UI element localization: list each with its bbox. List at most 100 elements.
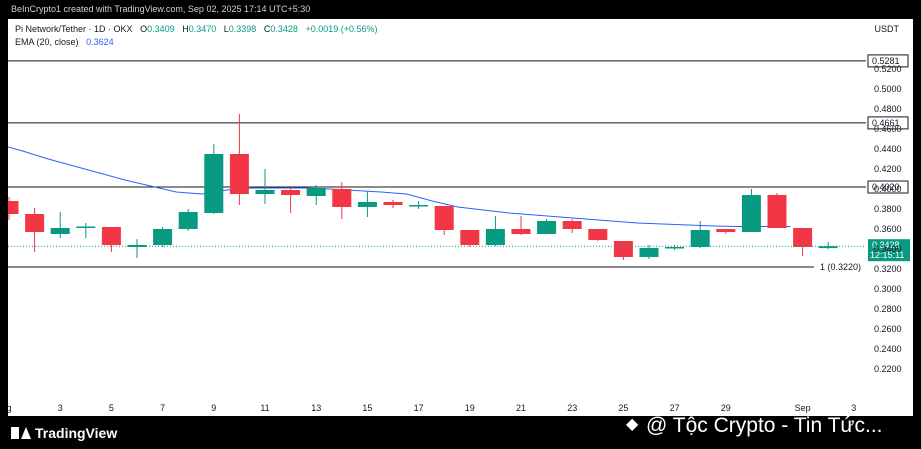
last-price-countdown: 12:15:11	[870, 250, 904, 260]
tradingview-logo-icon	[11, 427, 31, 439]
legend-low-value: 0.3398	[228, 24, 257, 34]
horizontal-line-tag	[867, 54, 909, 68]
legend-ema-value: 0.3624	[86, 37, 114, 47]
candle-body	[281, 190, 301, 195]
legend-ema-label: EMA (20, close)	[15, 37, 79, 47]
legend-symbol: Pi Network/Tether · 1D · OKX	[15, 24, 133, 34]
y-tick-label: 0.2400	[874, 344, 902, 354]
chart-legend: Pi Network/Tether · 1D · OKX O0.3409 H0.…	[15, 23, 378, 49]
candle-body	[818, 246, 838, 249]
horizontal-line-label: 1 (0.3220)	[820, 262, 861, 272]
legend-high-value: 0.3470	[188, 24, 217, 34]
x-tick-label: 5	[109, 403, 114, 413]
candle-body	[793, 228, 813, 247]
y-tick-label: 0.2600	[874, 324, 902, 334]
x-tick-label: 15	[362, 403, 372, 413]
x-tick-label: 29	[721, 403, 731, 413]
tradingview-brand: TradingView	[35, 425, 118, 441]
chart-panel[interactable]: Pi Network/Tether · 1D · OKX O0.3409 H0.…	[8, 19, 913, 416]
y-tick-label: 0.3600	[874, 224, 902, 234]
y-tick-label: 0.4400	[874, 144, 902, 154]
horizontal-line-label: 0.4020	[872, 182, 900, 192]
x-tick-label: 13	[311, 403, 321, 413]
y-tick-label: 0.4200	[874, 164, 902, 174]
x-tick-label: Sep	[795, 403, 811, 413]
y-tick-label: 0.4600	[874, 124, 902, 134]
horizontal-line-tag	[867, 180, 909, 194]
candles	[8, 114, 838, 260]
candle-body	[767, 195, 787, 228]
candle-body	[716, 229, 736, 232]
y-tick-label: 0.3200	[874, 264, 902, 274]
candle-body	[76, 226, 96, 228]
candle-body	[8, 201, 19, 214]
candle-body	[460, 230, 480, 245]
y-axis[interactable]: 0.2200 0.2400 0.2600 0.2800 0.3000 0.3200 0.34…	[874, 64, 902, 374]
legend-low-label: L	[223, 24, 229, 34]
candle-body	[434, 206, 454, 230]
y-tick-label: 0.2800	[874, 304, 902, 314]
candle-body	[741, 195, 761, 232]
currency-label: USDT	[874, 24, 900, 34]
candle-body	[485, 229, 505, 245]
x-tick-label: 3	[851, 403, 856, 413]
watermark: @ Tộc Crypto - Tin Tức...	[626, 414, 883, 437]
last-price-value: 0.3428	[872, 240, 900, 250]
candle-body	[665, 247, 685, 249]
last-price-tag	[868, 239, 910, 262]
candle-body	[357, 202, 377, 207]
candle-body	[690, 230, 710, 247]
candle-body	[153, 229, 173, 245]
x-tick-label: 9	[211, 403, 216, 413]
x-tick-label: g	[8, 403, 12, 413]
legend-ohlc-row: Pi Network/Tether · 1D · OKX O0.3409 H0.…	[15, 23, 378, 36]
candle-body	[639, 248, 659, 257]
candle-body	[101, 227, 121, 245]
diamond-icon	[626, 415, 640, 435]
candle-body	[409, 205, 429, 207]
watermark-text: @ Tộc Crypto - Tin Tức...	[646, 414, 883, 437]
y-tick-label: 0.4000	[874, 184, 902, 194]
legend-open-label: O	[140, 24, 148, 34]
y-tick-label: 0.3400	[874, 244, 902, 254]
candle-body	[511, 229, 531, 234]
x-tick-label: 27	[670, 403, 680, 413]
legend-ema-row: EMA (20, close) 0.3624	[15, 36, 378, 49]
legend-close-label: C	[263, 24, 271, 34]
candle-body	[332, 189, 352, 207]
x-tick-label: 11	[260, 403, 269, 413]
legend-close-value: 0.3428	[270, 24, 298, 34]
candle-body	[178, 212, 198, 229]
candle-body	[50, 228, 70, 234]
footer: TradingView @ Tộc Crypto - Tin Tức...	[0, 414, 921, 449]
horizontal-line-label: 0.5281	[872, 56, 900, 66]
candle-body	[255, 190, 275, 194]
y-tick-label: 0.3000	[874, 284, 902, 294]
horizontal-lines: 0.5281 0.4661 0.4020 1 (0.3220)	[8, 54, 909, 272]
candle-body	[204, 154, 224, 213]
y-tick-label: 0.4800	[874, 104, 902, 114]
x-tick-label: 23	[567, 403, 577, 413]
candle-body	[562, 221, 582, 229]
x-tick-label: 7	[160, 403, 165, 413]
ema-line	[8, 146, 791, 228]
x-axis[interactable]: g 3 5 7 9 11 13 15 17 19 21 23 25 27 29 Sep 3	[8, 403, 856, 413]
horizontal-line-tag	[867, 116, 909, 130]
legend-open-value: 0.3409	[147, 24, 175, 34]
chart-frame-header: BeInCrypto1 created with TradingView.com…	[11, 4, 311, 14]
x-tick-label: 25	[618, 403, 628, 413]
x-tick-label: 17	[414, 403, 424, 413]
candle-body	[229, 154, 249, 194]
candle-body	[383, 202, 403, 205]
candle-body	[537, 221, 557, 234]
y-tick-label: 0.5000	[874, 84, 902, 94]
x-tick-label: 19	[465, 403, 475, 413]
tradingview-logo[interactable]: TradingView	[11, 425, 117, 441]
horizontal-line-label: 0.4661	[872, 118, 900, 128]
y-tick-label: 0.3800	[874, 204, 902, 214]
x-tick-label: 3	[58, 403, 63, 413]
ema-series	[8, 146, 791, 228]
candle-body	[588, 229, 608, 240]
